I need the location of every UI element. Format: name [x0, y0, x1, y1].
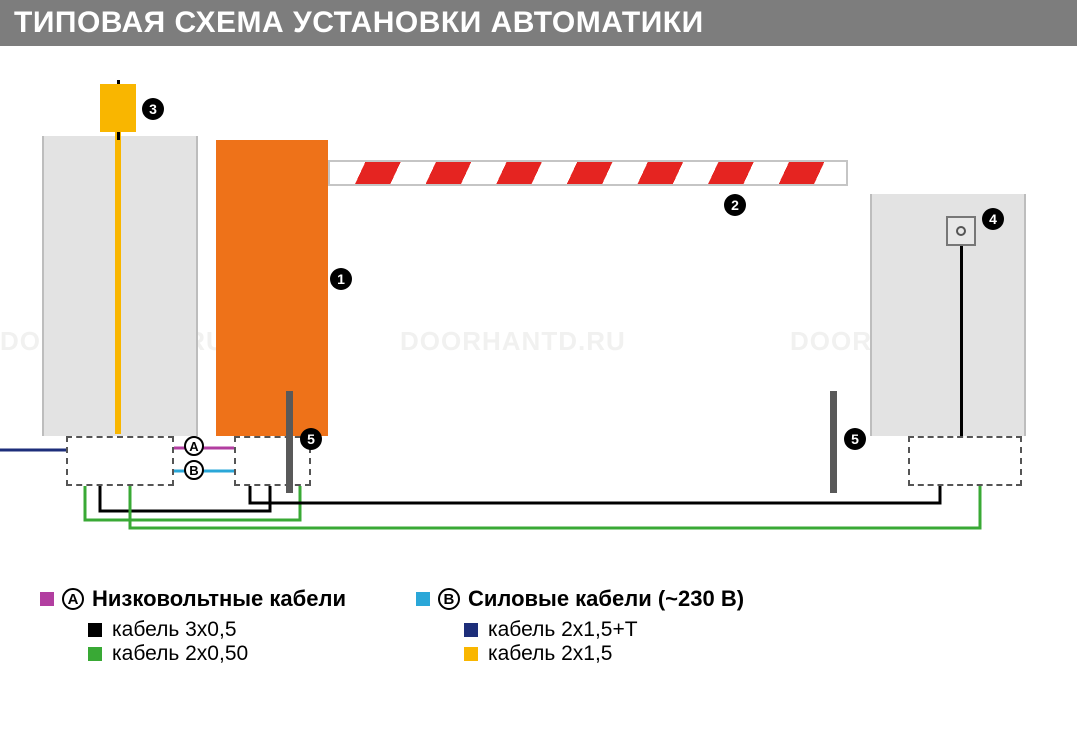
- legend-label: кабель 2x1,5+T: [488, 618, 638, 642]
- legend-swatch: [464, 647, 478, 661]
- legend-label: кабель 3x0,5: [112, 618, 237, 642]
- legend: A Низковольтные кабели кабель 3x0,5 кабе…: [0, 566, 1077, 686]
- installation-diagram: DOORHANTD.RU DOORHANTD.RU DOORHANTD.RU 1…: [0, 46, 1077, 566]
- legend-item: кабель 2x1,5+T: [416, 618, 744, 642]
- callout-1: 1: [330, 268, 352, 290]
- legend-title-b: Силовые кабели (~230 В): [468, 586, 744, 612]
- watermark: DOORHANTD.RU: [400, 326, 626, 357]
- legend-circle-b: B: [438, 588, 460, 610]
- callout-3: 3: [142, 98, 164, 120]
- antenna-pole: [115, 104, 121, 434]
- barrier-cabinet: [216, 140, 328, 436]
- key-switch-pole: [960, 241, 963, 436]
- callout-5-left: 5: [300, 428, 322, 450]
- legend-item: кабель 2x1,5: [416, 642, 744, 666]
- legend-label: кабель 2x1,5: [488, 642, 613, 666]
- barrier-boom: [328, 160, 848, 186]
- signal-lamp: [100, 84, 136, 132]
- legend-swatch: [88, 623, 102, 637]
- callout-A: A: [184, 436, 204, 456]
- photocell-left: [286, 391, 293, 493]
- callout-4: 4: [982, 208, 1004, 230]
- junction-box-left: [66, 436, 174, 486]
- legend-item: кабель 3x0,5: [40, 618, 346, 642]
- key-switch: [946, 216, 976, 246]
- legend-swatch: [88, 647, 102, 661]
- page-title: ТИПОВАЯ СХЕМА УСТАНОВКИ АВТОМАТИКИ: [0, 0, 1077, 46]
- callout-B: B: [184, 460, 204, 480]
- legend-group-a: A Низковольтные кабели кабель 3x0,5 кабе…: [40, 586, 346, 666]
- legend-swatch: [464, 623, 478, 637]
- legend-label: кабель 2x0,50: [112, 642, 248, 666]
- photocell-right: [830, 391, 837, 493]
- legend-item: кабель 2x0,50: [40, 642, 346, 666]
- junction-box-right: [908, 436, 1022, 486]
- callout-5-right: 5: [844, 428, 866, 450]
- legend-group-b: B Силовые кабели (~230 В) кабель 2x1,5+T…: [416, 586, 744, 666]
- legend-bullet-a: [40, 592, 54, 606]
- legend-bullet-b: [416, 592, 430, 606]
- callout-2: 2: [724, 194, 746, 216]
- junction-box-center: [234, 436, 311, 486]
- legend-circle-a: A: [62, 588, 84, 610]
- legend-title-a: Низковольтные кабели: [92, 586, 346, 612]
